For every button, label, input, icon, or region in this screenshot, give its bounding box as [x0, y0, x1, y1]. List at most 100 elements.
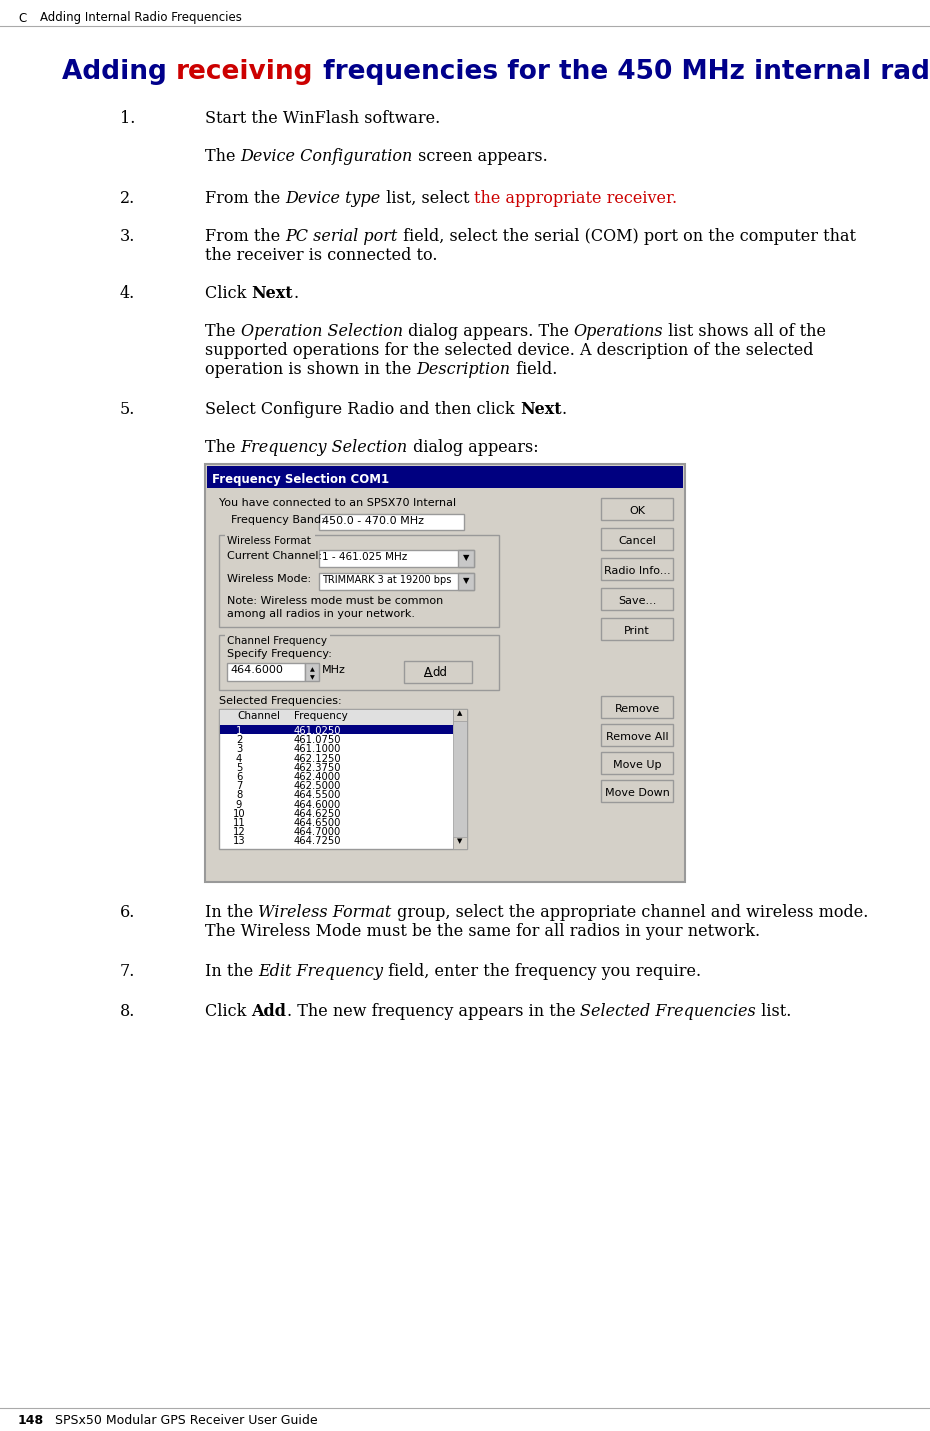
Text: 148: 148	[18, 1414, 44, 1427]
Text: Move Up: Move Up	[613, 760, 661, 770]
Text: supported operations for the selected device. A description of the selected: supported operations for the selected de…	[205, 342, 814, 359]
Text: dd: dd	[432, 665, 447, 678]
Text: 12: 12	[232, 827, 246, 837]
Text: 1 - 461.025 MHz: 1 - 461.025 MHz	[322, 552, 407, 562]
Bar	[225, 631, 330, 641]
Text: operation is shown in the: operation is shown in the	[205, 361, 417, 378]
Text: 461.0750: 461.0750	[294, 736, 341, 746]
Text: From the: From the	[205, 228, 286, 245]
Bar	[205, 464, 685, 881]
Text: 4: 4	[236, 754, 242, 764]
Text: 462.4000: 462.4000	[294, 771, 341, 781]
Text: 464.5500: 464.5500	[294, 790, 341, 800]
Text: TRIMMARK 3 at 19200 bps: TRIMMARK 3 at 19200 bps	[322, 575, 451, 585]
Text: 2: 2	[236, 736, 242, 746]
Text: Remove All: Remove All	[605, 733, 669, 743]
Text: 1: 1	[236, 726, 242, 736]
Text: 7.: 7.	[120, 963, 136, 980]
Text: list, select: list, select	[380, 190, 474, 207]
Text: 450.0 - 470.0 MHz: 450.0 - 470.0 MHz	[322, 517, 424, 527]
Bar	[601, 780, 673, 801]
Text: A: A	[424, 665, 432, 678]
Text: 2.: 2.	[120, 190, 135, 207]
Text: 8: 8	[236, 790, 242, 800]
Text: Current Channel:: Current Channel:	[227, 551, 322, 561]
Text: ▼: ▼	[463, 577, 470, 585]
Text: 3: 3	[236, 744, 242, 754]
Text: C: C	[18, 11, 26, 24]
Bar	[207, 467, 683, 488]
Text: ▼: ▼	[458, 839, 463, 844]
Text: Operation Selection: Operation Selection	[241, 323, 403, 341]
Text: Device Configuration: Device Configuration	[241, 147, 413, 165]
Bar	[319, 550, 474, 567]
Bar	[601, 528, 673, 550]
Text: Next: Next	[520, 401, 562, 418]
Text: Channel: Channel	[237, 711, 280, 721]
Text: Click: Click	[205, 285, 251, 302]
Text: Frequency Selection COM1: Frequency Selection COM1	[212, 474, 389, 487]
Text: among all radios in your network.: among all radios in your network.	[227, 610, 415, 620]
Bar	[227, 663, 305, 681]
Bar	[601, 753, 673, 774]
Bar	[453, 837, 467, 849]
Text: screen appears.: screen appears.	[413, 147, 548, 165]
Text: MHz: MHz	[322, 665, 346, 675]
Text: list.: list.	[756, 1003, 791, 1020]
Bar	[404, 661, 472, 683]
Text: 464.6250: 464.6250	[294, 809, 341, 819]
Text: 9: 9	[236, 800, 242, 810]
Text: In the: In the	[205, 963, 259, 980]
Text: SPSx50 Modular GPS Receiver User Guide: SPSx50 Modular GPS Receiver User Guide	[55, 1414, 318, 1427]
Bar	[225, 531, 315, 541]
Text: 464.6000: 464.6000	[294, 800, 341, 810]
Text: Frequency Band:: Frequency Band:	[231, 515, 325, 525]
Text: 13: 13	[232, 836, 246, 846]
Text: ▼: ▼	[463, 552, 470, 562]
Text: The Wireless Mode must be the same for all radios in your network.: The Wireless Mode must be the same for a…	[205, 923, 760, 940]
Text: Operations: Operations	[574, 323, 663, 341]
Text: OK: OK	[629, 507, 645, 517]
Text: 464.6500: 464.6500	[294, 819, 341, 829]
Bar	[319, 514, 464, 529]
Text: ▼: ▼	[310, 675, 314, 680]
Text: . The new frequency appears in the: . The new frequency appears in the	[286, 1003, 580, 1020]
Text: field, enter the frequency you require.: field, enter the frequency you require.	[383, 963, 701, 980]
Text: receiving: receiving	[176, 59, 313, 84]
Text: 464.7250: 464.7250	[294, 836, 341, 846]
Text: field, select the serial (COM) port on the computer that: field, select the serial (COM) port on t…	[398, 228, 856, 245]
Text: Next: Next	[251, 285, 293, 302]
Bar	[220, 726, 453, 734]
Text: Adding: Adding	[62, 59, 176, 84]
Text: 461.0250: 461.0250	[294, 726, 341, 736]
Text: 1.: 1.	[120, 110, 136, 127]
Text: frequencies for the 450 MHz internal radio: frequencies for the 450 MHz internal rad…	[313, 59, 930, 84]
Text: Note: Wireless mode must be common: Note: Wireless mode must be common	[227, 595, 444, 605]
Text: Edit Frequency: Edit Frequency	[259, 963, 383, 980]
Bar	[601, 558, 673, 580]
Text: Device type: Device type	[286, 190, 380, 207]
Bar	[453, 708, 467, 721]
Text: Description: Description	[417, 361, 511, 378]
Text: Wireless Format: Wireless Format	[259, 904, 392, 922]
Text: group, select the appropriate channel and wireless mode.: group, select the appropriate channel an…	[392, 904, 868, 922]
Text: Frequency Selection: Frequency Selection	[241, 439, 407, 456]
Text: Start the WinFlash software.: Start the WinFlash software.	[205, 110, 440, 127]
Bar	[219, 535, 499, 627]
Text: Wireless Format: Wireless Format	[227, 537, 311, 547]
Text: 462.3750: 462.3750	[294, 763, 341, 773]
Text: 464.6000: 464.6000	[230, 665, 283, 675]
Text: 11: 11	[232, 819, 246, 829]
Text: 7: 7	[236, 781, 242, 791]
Bar	[601, 588, 673, 610]
Text: 462.5000: 462.5000	[294, 781, 341, 791]
Text: 464.7000: 464.7000	[294, 827, 341, 837]
Bar	[319, 572, 474, 590]
Text: Channel Frequency: Channel Frequency	[227, 635, 327, 645]
Text: 462.1250: 462.1250	[294, 754, 341, 764]
Text: the appropriate receiver.: the appropriate receiver.	[474, 190, 677, 207]
Text: In the: In the	[205, 904, 259, 922]
Text: Wireless Mode:: Wireless Mode:	[227, 574, 312, 584]
Bar	[305, 663, 319, 681]
Text: .: .	[562, 401, 566, 418]
